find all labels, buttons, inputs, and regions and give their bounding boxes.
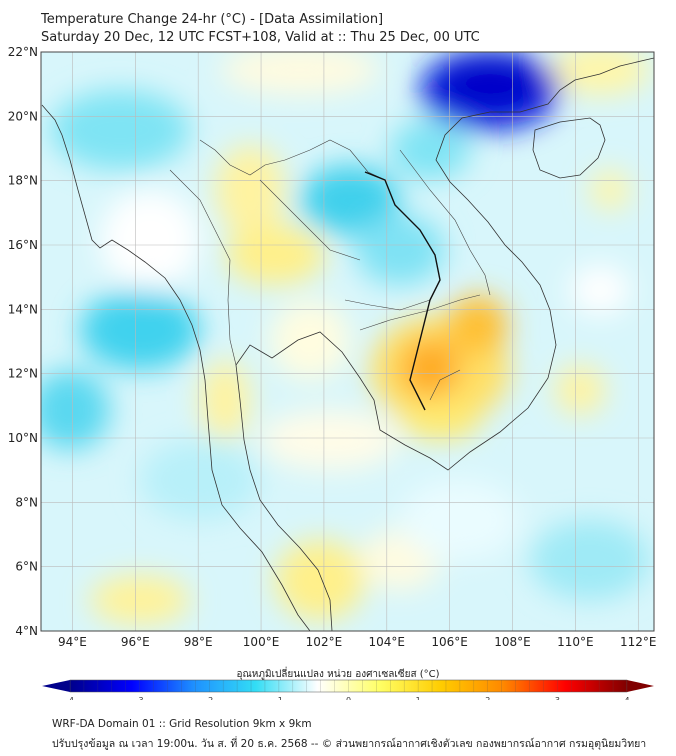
lat-label: 12°N [8,367,38,381]
colorbar-max-extension [627,680,654,692]
colorbar-tick-label: 2 [485,696,490,700]
lon-label: 100°E [243,635,280,649]
lat-label: 6°N [15,560,38,574]
footer-credit: ปรับปรุงข้อมูล ณ เวลา 19:00น. วัน ส. ที่… [52,738,647,750]
lon-label: 106°E [431,635,468,649]
anomaly-field [41,52,650,625]
lat-label: 10°N [8,431,38,445]
colorbar-label: อุณหภูมิเปลี่ยนแปลง หน่วย องศาเซลเซียส (… [236,669,440,680]
latitude-labels: 22°N 20°N 18°N 16°N 14°N 12°N 10°N 8°N 6°N 4°N [8,45,38,638]
lat-label: 4°N [15,624,38,638]
mekong-border [364,171,441,411]
lat-label: 14°N [8,302,38,316]
lat-label: 18°N [8,174,38,188]
colorbar-tick-label: 1 [416,696,421,700]
coastlines [41,57,654,631]
lon-label: 102°E [306,635,343,649]
colorbar-tick-label: -4 [66,696,74,700]
footer-model-info: WRF-DA Domain 01 :: Grid Resolution 9km … [52,718,312,730]
lat-label: 16°N [8,238,38,252]
colorbar-tick-label: 0 [346,696,351,700]
colorbar-tick-label: 4 [624,696,629,700]
lat-label: 8°N [15,495,38,509]
lon-label: 98°E [184,635,213,649]
colorbar-tick-label: 3 [555,696,560,700]
colorbar-min-extension [42,680,70,692]
lon-label: 96°E [121,635,150,649]
longitude-labels: 94°E 96°E 98°E 100°E 102°E 104°E 106°E 108°E 110… [58,635,657,649]
colorbar-tick-label: -1 [275,696,283,700]
colorbar-tick-label: -3 [136,696,144,700]
colorbar: -4 -3 -2 -1 0 1 2 3 4 [42,679,654,700]
lon-label: 94°E [58,635,87,649]
map-frame [40,51,655,632]
lon-label: 108°E [494,635,531,649]
temperature-change-map: 22°N 20°N 18°N 16°N 14°N 12°N 10°N 8°N 6°N 4°N 94… [8,45,657,700]
lat-label: 22°N [8,45,38,59]
lon-label: 112°E [620,635,657,649]
lon-label: 110°E [557,635,594,649]
lon-label: 104°E [369,635,406,649]
lat-label: 20°N [8,109,38,123]
chart-title: Temperature Change 24-hr (°C) - [Data As… [41,12,384,27]
chart-subtitle: Saturday 20 Dec, 12 UTC FCST+108, Valid … [41,30,480,45]
colorbar-tick-label: -2 [205,696,213,700]
graticule [41,52,654,631]
